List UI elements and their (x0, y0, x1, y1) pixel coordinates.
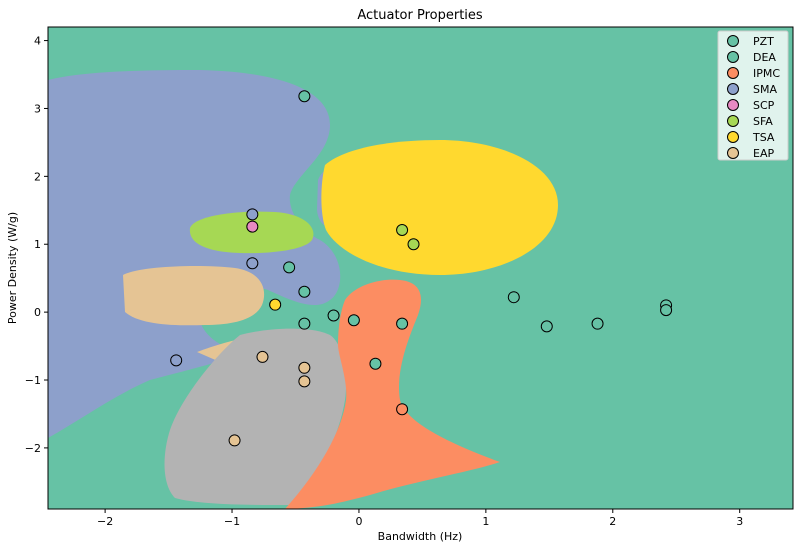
y-tick-label: 0 (34, 306, 41, 319)
legend-label-dea: DEA (753, 51, 776, 64)
data-point-sfa (407, 238, 420, 251)
data-point-ipmc (396, 403, 409, 416)
data-point-sma (246, 257, 259, 270)
y-tick-label: 2 (34, 170, 41, 183)
legend-label-tsa: TSA (752, 131, 775, 144)
data-point-pzt (660, 304, 673, 317)
legend-marker-sma (727, 83, 739, 95)
x-tick-label: 2 (609, 515, 616, 528)
legend-label-eap: EAP (753, 147, 774, 160)
region-gray (164, 328, 347, 505)
data-point-sma (170, 354, 183, 367)
data-point-eap (298, 361, 311, 374)
data-point-eap (298, 375, 311, 388)
data-point-pzt (327, 309, 340, 322)
data-point-sma (246, 208, 259, 221)
data-point-pzt (298, 90, 311, 103)
axis-ticks: −2 −1 0 1 2 3 −2 −1 0 1 2 3 4 (25, 35, 743, 528)
legend-label-scp: SCP (753, 99, 775, 112)
y-tick-label: 4 (34, 35, 41, 48)
data-point-eap (256, 350, 269, 363)
legend-label-pzt: PZT (753, 35, 774, 48)
decision-regions (48, 70, 558, 509)
x-tick-label: 0 (355, 515, 362, 528)
legend: PZT DEA IPMC SMA SCP SFA TSA EAP (717, 30, 789, 161)
y-axis-label: Power Density (W/g) (6, 212, 19, 324)
region-sma (48, 70, 341, 438)
data-point-pzt (591, 317, 604, 330)
x-tick-label: 3 (736, 515, 743, 528)
legend-marker-scp (727, 99, 739, 111)
data-point-pzt (369, 357, 382, 370)
legend-label-sma: SMA (753, 83, 777, 96)
data-point-pzt (396, 317, 409, 330)
data-point-tsa (269, 298, 282, 311)
region-tsa (321, 140, 558, 275)
data-point-pzt (507, 291, 520, 304)
legend-box (717, 30, 789, 161)
y-tick-label: 3 (34, 102, 41, 115)
legend-marker-sfa (727, 115, 739, 127)
data-points (170, 90, 673, 447)
data-point-eap (228, 434, 241, 447)
legend-marker-pzt (727, 35, 739, 47)
legend-marker-eap (727, 147, 739, 159)
axes-frame (47, 26, 794, 510)
chart-title: Actuator Properties (357, 8, 483, 23)
y-tick-label: −1 (25, 374, 41, 387)
x-axis-label: Bandwidth (Hz) (378, 530, 463, 543)
data-point-pzt (283, 261, 296, 274)
legend-label-ipmc: IPMC (753, 67, 780, 80)
legend-marker-ipmc (727, 67, 739, 79)
legend-label-sfa: SFA (753, 115, 773, 128)
legend-marker-tsa (727, 131, 739, 143)
data-point-pzt (540, 320, 553, 333)
legend-marker-dea (727, 51, 739, 63)
data-point-sfa (396, 223, 409, 236)
y-tick-label: −2 (25, 442, 41, 455)
x-tick-label: −1 (224, 515, 240, 528)
region-ipmc (285, 279, 500, 509)
data-point-pzt (298, 285, 311, 298)
x-tick-label: −2 (97, 515, 113, 528)
region-eap (123, 266, 265, 326)
data-point-pzt (298, 317, 311, 330)
y-tick-label: 1 (34, 238, 41, 251)
data-point-pzt (347, 314, 360, 327)
x-tick-label: 1 (482, 515, 489, 528)
data-point-scp (246, 220, 259, 233)
